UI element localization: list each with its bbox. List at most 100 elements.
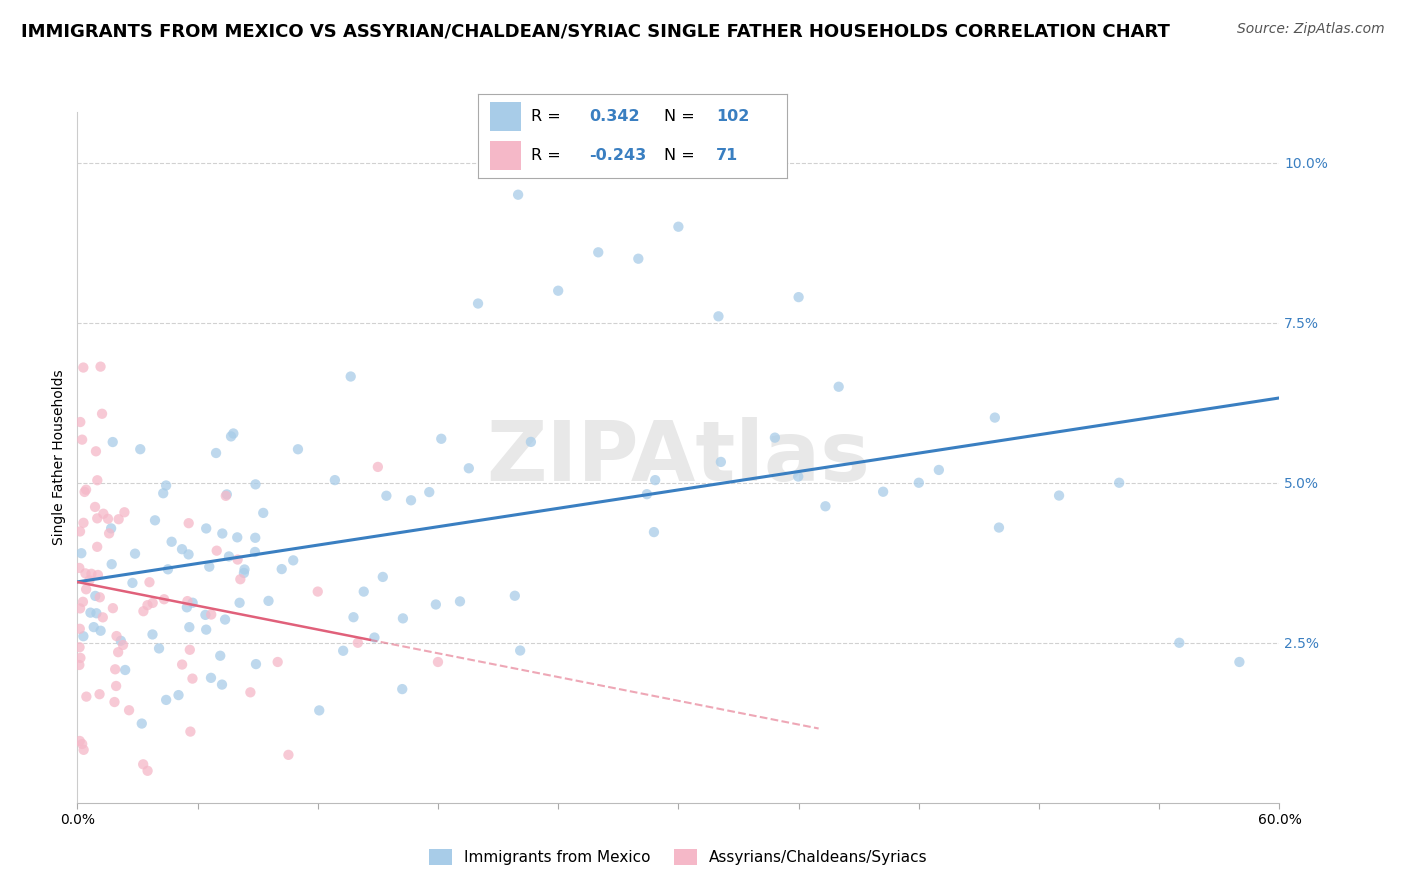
Point [142, 596, 165, 610]
Point [430, 432, 453, 446]
Point [908, 475, 931, 490]
Point [84, 589, 107, 603]
Point [1047, 489, 1070, 503]
Point [984, 410, 1007, 425]
Point [111, 638, 134, 652]
Point [267, 655, 290, 669]
Point [86, 473, 108, 487]
Point [75, 483, 97, 497]
Point [101, 601, 124, 615]
Point [118, 703, 141, 717]
Text: ZIPAtlas: ZIPAtlas [486, 417, 870, 498]
Point [80, 566, 103, 581]
Point [69, 640, 91, 655]
Point [215, 489, 238, 503]
Point [928, 463, 950, 477]
Point [375, 489, 398, 503]
Point [100, 558, 122, 572]
Point [87, 568, 110, 582]
Point [763, 431, 786, 445]
Point [170, 542, 193, 557]
Point [270, 562, 292, 576]
Point [211, 526, 233, 541]
Point [107, 512, 129, 526]
Point [84, 500, 107, 514]
Text: -0.243: -0.243 [589, 148, 647, 163]
Point [176, 594, 198, 608]
Point [226, 552, 249, 566]
Point [205, 543, 228, 558]
Point [138, 575, 160, 590]
Text: 102: 102 [716, 109, 749, 124]
Point [70, 433, 93, 447]
Point [143, 513, 166, 527]
Point [1108, 475, 1130, 490]
Point [209, 648, 232, 663]
Point [179, 642, 201, 657]
Point [342, 610, 364, 624]
Point [79, 606, 101, 620]
Point [418, 485, 440, 500]
Point [644, 473, 666, 487]
Point [72, 743, 94, 757]
Point [509, 643, 531, 657]
Point [181, 672, 204, 686]
Point [83, 620, 105, 634]
Point [627, 252, 650, 266]
Point [367, 459, 389, 474]
Point [97, 512, 120, 526]
Point [211, 677, 233, 691]
Point [67, 657, 90, 672]
Point [425, 598, 447, 612]
Point [195, 521, 218, 535]
Point [172, 657, 194, 672]
Point [233, 562, 256, 576]
Point [449, 594, 471, 608]
Point [392, 611, 415, 625]
Point [72, 516, 94, 530]
Text: R =: R = [530, 109, 561, 124]
Point [245, 531, 267, 545]
Point [75, 566, 97, 581]
Point [508, 187, 530, 202]
Point [75, 582, 97, 597]
Point [195, 623, 218, 637]
Text: 71: 71 [716, 148, 738, 163]
Point [391, 682, 413, 697]
Point [787, 290, 810, 304]
Point [152, 486, 174, 500]
Point [347, 636, 370, 650]
Point [131, 716, 153, 731]
Point [427, 655, 450, 669]
Point [229, 572, 252, 586]
Legend: Immigrants from Mexico, Assyrians/Chaldeans/Syriacs: Immigrants from Mexico, Assyrians/Chalde… [423, 843, 934, 871]
Point [226, 530, 249, 544]
Point [98, 526, 121, 541]
Point [72, 595, 94, 609]
Point [93, 507, 115, 521]
Point [363, 631, 385, 645]
Point [69, 651, 91, 665]
Point [668, 219, 690, 234]
Point [287, 442, 309, 457]
Point [467, 296, 489, 310]
Text: N =: N = [664, 148, 695, 163]
Point [399, 493, 422, 508]
Point [103, 695, 125, 709]
Point [177, 548, 200, 562]
Point [371, 570, 394, 584]
Point [69, 415, 91, 429]
Point [84, 444, 107, 458]
Point [200, 607, 222, 622]
Point [91, 407, 114, 421]
Point [588, 245, 610, 260]
Point [105, 629, 128, 643]
Point [72, 629, 94, 643]
Point [75, 690, 97, 704]
Point [136, 764, 159, 778]
Point [160, 534, 183, 549]
Point [181, 596, 204, 610]
Point [70, 546, 93, 560]
Point [155, 478, 177, 492]
Point [121, 575, 143, 590]
